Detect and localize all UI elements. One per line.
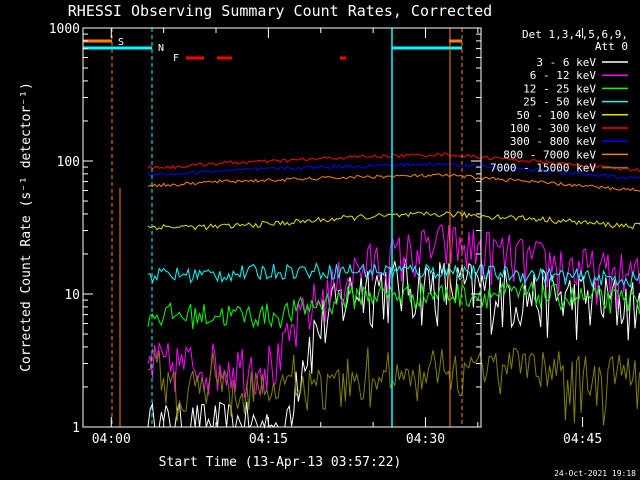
flag-label-s: S (118, 37, 124, 48)
series-traces (147, 152, 640, 429)
y-tick-label: 10 (64, 288, 80, 303)
series-line (147, 280, 640, 329)
series-line (147, 162, 640, 180)
flag-label-f: F (173, 53, 179, 64)
legend-entry-label: 50 - 100 keV (517, 109, 597, 122)
flag-markers: S NF (83, 28, 463, 427)
legend-header: Det 1,3,4,5,6,9, (522, 28, 628, 41)
plot-frame (82, 27, 482, 428)
legend-entry-label: 12 - 25 keV (523, 82, 596, 95)
series-line (147, 347, 640, 426)
y-tick-label: 100 (57, 155, 80, 170)
timestamp: 24-Oct-2021 19:18 (554, 469, 636, 478)
legend-header: Att 0 (595, 40, 628, 53)
y-axis-label: Corrected Count Rate (s⁻¹ detector⁻¹) (19, 82, 34, 372)
series-line (147, 152, 640, 172)
legend-entry-label: 800 - 7000 keV (503, 148, 596, 161)
y-tick-label: 1000 (49, 22, 80, 37)
axes (82, 27, 584, 428)
x-tick-label: 04:15 (249, 432, 288, 447)
y-tick-label: 1 (72, 421, 80, 436)
x-axis-label: Start Time (13-Apr-13 03:57:22) (159, 455, 402, 470)
legend-entry-label: 300 - 800 keV (510, 135, 596, 148)
legend-entry-label: 6 - 12 keV (530, 69, 597, 82)
flag-label-n: N (158, 43, 164, 54)
series-line (147, 211, 640, 231)
legend-entry-label: 100 - 300 keV (510, 122, 596, 135)
series-line (147, 261, 640, 289)
legend-entry-label: 3 - 6 keV (536, 56, 596, 69)
legend-entry-label: 7000 - 15000 keV (490, 162, 596, 175)
tick-labels: 110100100004:0004:1504:3004:4505:0005:15… (49, 22, 602, 447)
x-tick-label: 04:45 (563, 432, 602, 447)
series-line (147, 173, 640, 192)
chart-title: RHESSI Observing Summary Count Rates, Co… (68, 2, 492, 20)
legend-entry-label: 25 - 50 keV (523, 96, 596, 109)
x-tick-label: 04:30 (406, 432, 445, 447)
x-tick-label: 04:00 (92, 432, 131, 447)
